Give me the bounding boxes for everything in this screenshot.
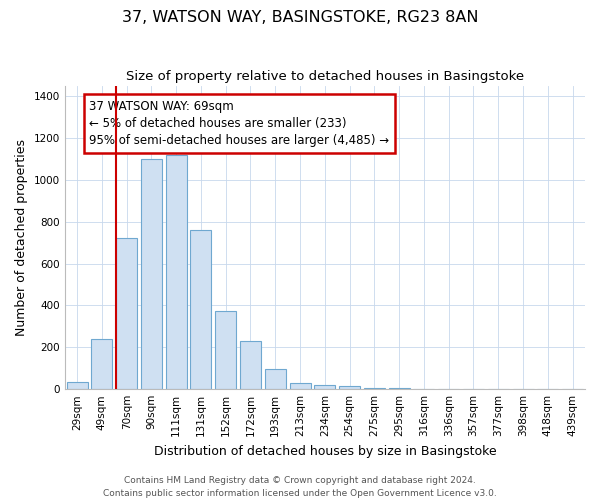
Text: 37 WATSON WAY: 69sqm
← 5% of detached houses are smaller (233)
95% of semi-detac: 37 WATSON WAY: 69sqm ← 5% of detached ho… [89, 100, 389, 147]
Bar [364, 388, 385, 389]
Bar [339, 386, 360, 389]
Bar [314, 385, 335, 389]
Bar [240, 341, 261, 389]
Text: Contains HM Land Registry data © Crown copyright and database right 2024.
Contai: Contains HM Land Registry data © Crown c… [103, 476, 497, 498]
Bar [190, 230, 211, 389]
Bar [116, 238, 137, 389]
Bar [91, 339, 112, 389]
Bar [141, 159, 162, 389]
Bar [290, 383, 311, 389]
Bar [389, 388, 410, 389]
Text: 37, WATSON WAY, BASINGSTOKE, RG23 8AN: 37, WATSON WAY, BASINGSTOKE, RG23 8AN [122, 10, 478, 25]
Bar [265, 370, 286, 389]
Y-axis label: Number of detached properties: Number of detached properties [15, 139, 28, 336]
X-axis label: Distribution of detached houses by size in Basingstoke: Distribution of detached houses by size … [154, 444, 496, 458]
Bar [67, 382, 88, 389]
Bar [413, 388, 434, 389]
Bar [215, 310, 236, 389]
Bar [166, 154, 187, 389]
Title: Size of property relative to detached houses in Basingstoke: Size of property relative to detached ho… [126, 70, 524, 83]
